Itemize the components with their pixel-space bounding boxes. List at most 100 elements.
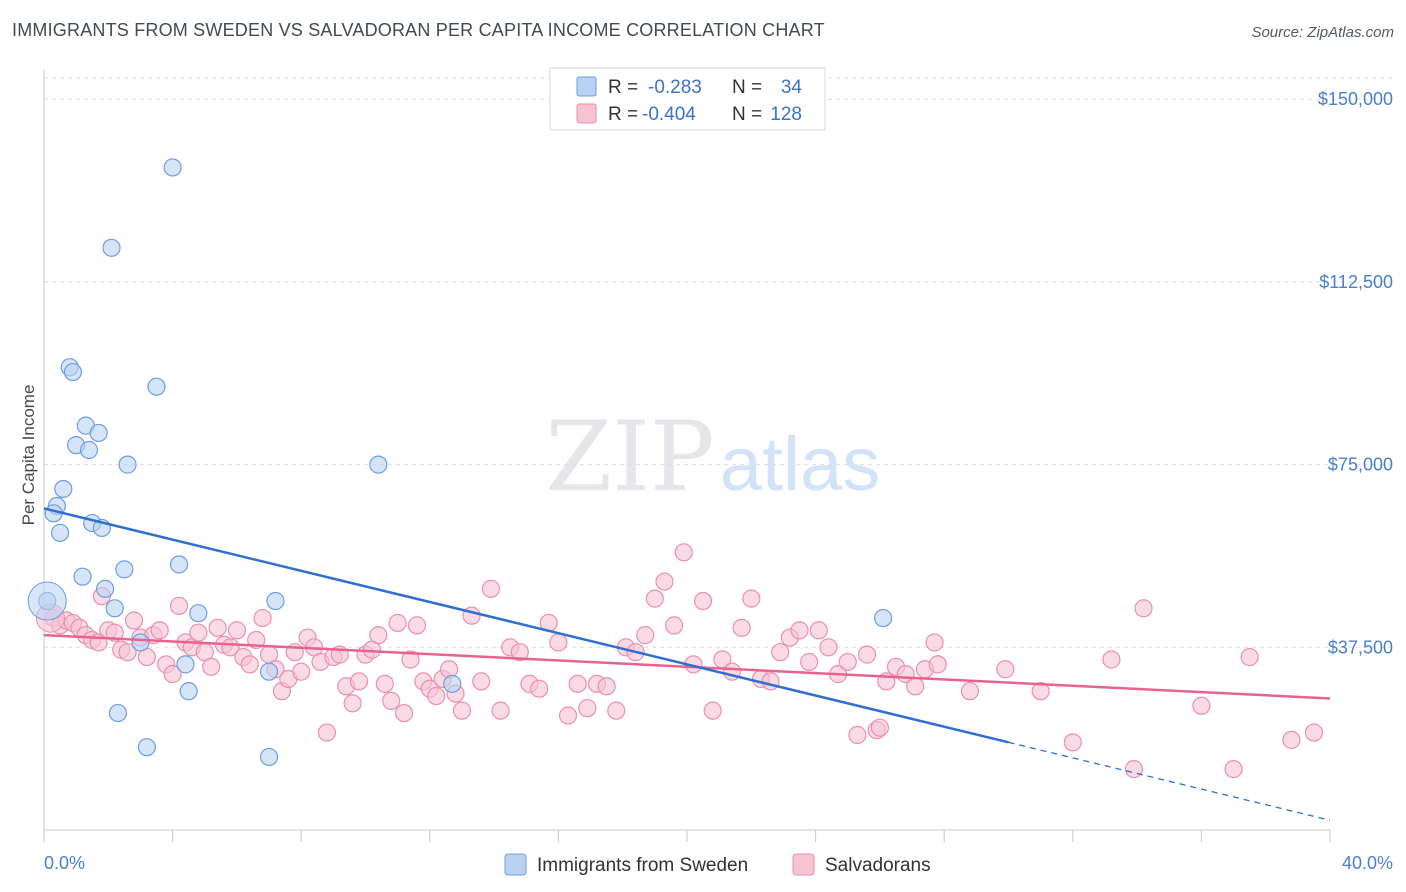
stats-r-label-salvadorans: R = xyxy=(608,104,638,125)
salvadorans-point xyxy=(928,655,947,674)
salvadorans-point xyxy=(906,677,925,696)
salvadorans-point xyxy=(1124,760,1143,779)
sweden-point xyxy=(89,423,108,443)
salvadorans-point xyxy=(857,645,877,664)
watermark: ZIP atlas xyxy=(545,401,880,513)
salvadorans-point xyxy=(253,608,272,628)
salvadorans-point xyxy=(703,701,722,720)
y-tick-label: $150,000 xyxy=(1318,89,1393,109)
salvadorans-point xyxy=(558,706,578,725)
salvadorans-point xyxy=(790,621,809,640)
salvadorans-point xyxy=(597,677,616,696)
trend-lines xyxy=(43,507,1331,821)
salvadorans-point xyxy=(819,638,838,657)
salvadorans-point xyxy=(349,672,369,691)
y-tick-label: $75,000 xyxy=(1328,455,1393,475)
salvadorans-point xyxy=(481,579,500,598)
salvadorans-point xyxy=(761,672,780,691)
sweden-point xyxy=(137,738,156,757)
sweden-point xyxy=(189,604,208,623)
source-label: Source: ZipAtlas.com xyxy=(1251,24,1394,41)
salvadorans-point xyxy=(742,589,761,608)
salvadorans-point xyxy=(870,718,890,737)
sweden-point xyxy=(50,523,70,542)
salvadorans-point xyxy=(240,655,259,674)
salvadorans-point xyxy=(375,674,394,693)
series-legend: Immigrants from Sweden Salvadorans xyxy=(504,853,931,876)
salvadorans-point xyxy=(343,694,362,713)
sweden-trend-extension xyxy=(1008,741,1331,821)
sweden-point xyxy=(63,362,83,382)
sweden-point xyxy=(259,662,279,681)
stats-n-label-salvadorans: N = xyxy=(732,104,762,125)
salvadorans-point xyxy=(732,618,751,637)
salvadorans-point xyxy=(578,699,597,718)
sweden-point xyxy=(147,377,166,396)
stats-r-label-sweden: R = xyxy=(608,77,638,98)
salvadorans-points xyxy=(35,543,1324,779)
salvadorans-point xyxy=(771,643,790,662)
sweden-point xyxy=(443,674,462,693)
sweden-point xyxy=(115,560,134,579)
sweden-point xyxy=(176,655,195,674)
stats-legend: R = -0.283 N = 34 R = -0.404 N = 128 xyxy=(549,67,826,131)
stats-swatch-salvadorans xyxy=(576,103,597,124)
sweden-point xyxy=(131,633,150,652)
salvadorans-point xyxy=(636,626,655,645)
salvadorans-point xyxy=(549,633,568,652)
salvadorans-point xyxy=(1192,696,1211,715)
salvadorans-point xyxy=(472,672,491,691)
salvadorans-point xyxy=(118,643,137,662)
watermark-zip: ZIP xyxy=(545,401,714,513)
y-axis-label: Per Capita Income xyxy=(19,385,38,526)
salvadorans-point xyxy=(568,674,587,693)
salvadorans-point xyxy=(1102,650,1121,669)
sweden-point xyxy=(369,455,388,474)
salvadorans-point xyxy=(1240,647,1259,667)
salvadorans-point xyxy=(510,643,529,662)
salvadorans-point xyxy=(317,723,337,742)
salvadorans-point xyxy=(150,621,169,640)
sweden-point xyxy=(169,555,189,574)
legend-label-salvadorans: Salvadorans xyxy=(825,855,931,876)
x-tick-labels: 0.0% 40.0% xyxy=(44,853,1393,873)
salvadorans-point xyxy=(809,621,828,640)
salvadorans-point xyxy=(645,589,664,608)
salvadorans-point xyxy=(1304,723,1324,742)
stats-n-value-sweden: 34 xyxy=(781,77,803,98)
salvadorans-point xyxy=(1224,760,1243,779)
y-tick-labels: $37,500 $75,000 $112,500 $150,000 xyxy=(1318,89,1393,657)
salvadorans-point xyxy=(1031,682,1050,701)
stats-r-value-salvadorans: -0.404 xyxy=(642,104,696,125)
salvadorans-trend-line xyxy=(43,633,1331,700)
axes xyxy=(43,70,1331,842)
salvadorans-point xyxy=(388,613,407,633)
salvadorans-point xyxy=(202,657,221,676)
y-tick-label: $37,500 xyxy=(1328,637,1393,657)
salvadorans-point xyxy=(1063,733,1082,752)
stats-n-value-salvadorans: 128 xyxy=(770,104,802,125)
salvadorans-point xyxy=(607,701,626,720)
salvadorans-point xyxy=(674,543,693,562)
salvadorans-point xyxy=(227,621,246,640)
salvadorans-point xyxy=(292,662,311,681)
salvadorans-point xyxy=(124,611,144,630)
salvadorans-point xyxy=(452,701,472,720)
salvadorans-point xyxy=(655,572,674,591)
sweden-point xyxy=(54,479,73,499)
sweden-point xyxy=(105,599,124,618)
salvadorans-point xyxy=(800,652,819,672)
salvadorans-point xyxy=(665,616,684,635)
salvadorans-point xyxy=(491,701,510,720)
stats-swatch-sweden xyxy=(576,76,597,97)
sweden-point xyxy=(108,703,128,723)
salvadorans-point xyxy=(530,679,549,698)
sweden-point xyxy=(259,747,279,767)
y-tick-label: $112,500 xyxy=(1319,272,1393,292)
x-tick-label-min: 0.0% xyxy=(44,853,85,873)
salvadorans-point xyxy=(838,652,857,672)
salvadorans-point xyxy=(1134,599,1153,618)
chart-title: IMMIGRANTS FROM SWEDEN VS SALVADORAN PER… xyxy=(12,20,825,40)
salvadorans-point xyxy=(401,650,420,669)
